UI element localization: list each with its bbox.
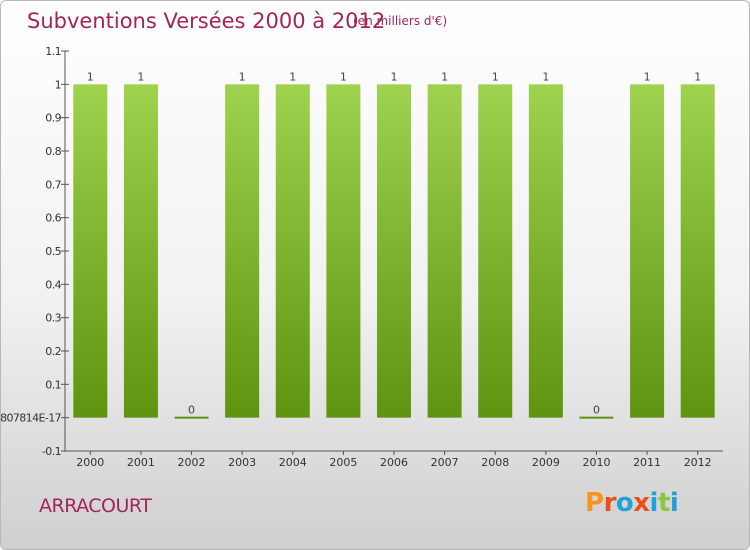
y-tick-label: 0.2 bbox=[45, 345, 61, 358]
proxiti-logo: Proxiti bbox=[585, 488, 679, 518]
x-tick-label: 2012 bbox=[684, 456, 712, 469]
commune-name: ARRACOURT bbox=[39, 495, 152, 517]
logo-letter: o bbox=[615, 488, 634, 518]
chart-title: Subventions Versées 2000 à 2012 bbox=[27, 9, 386, 33]
data-label: 0 bbox=[188, 404, 195, 417]
data-label: 1 bbox=[87, 70, 94, 83]
data-label: 1 bbox=[340, 70, 347, 83]
x-tick-label: 2001 bbox=[127, 456, 155, 469]
data-label: 1 bbox=[492, 70, 499, 83]
logo-letter: t bbox=[657, 488, 670, 518]
x-tick-label: 2002 bbox=[178, 456, 206, 469]
x-tick-label: 2005 bbox=[329, 456, 357, 469]
y-tick-label: 0.8 bbox=[45, 145, 61, 158]
x-tick-label: 2011 bbox=[633, 456, 661, 469]
logo-letter: i bbox=[649, 488, 659, 518]
y-tick-label: 0.9 bbox=[45, 112, 61, 125]
y-tick-label: -1.3877787807814E-17 bbox=[1, 412, 62, 425]
x-tick-label: 2003 bbox=[228, 456, 256, 469]
bar bbox=[225, 84, 260, 418]
x-tick-label: 2007 bbox=[431, 456, 459, 469]
y-tick-label: 0.5 bbox=[45, 245, 61, 258]
data-label: 1 bbox=[391, 70, 398, 83]
y-tick-label: 0.7 bbox=[45, 178, 61, 191]
bar bbox=[680, 84, 715, 418]
data-label: 1 bbox=[694, 70, 701, 83]
y-tick-label: 1.1 bbox=[45, 45, 61, 58]
bar bbox=[630, 84, 665, 418]
x-tick-label: 2006 bbox=[380, 456, 408, 469]
data-label: 1 bbox=[644, 70, 651, 83]
y-tick-label: 0.3 bbox=[45, 312, 61, 325]
data-label: 1 bbox=[289, 70, 296, 83]
bar bbox=[528, 84, 563, 418]
data-label: 1 bbox=[137, 70, 144, 83]
x-tick-label: 2009 bbox=[532, 456, 560, 469]
x-tick-label: 2008 bbox=[481, 456, 509, 469]
y-tick-label: -0.1 bbox=[42, 445, 61, 458]
y-tick-label: 1 bbox=[55, 78, 61, 91]
bar bbox=[579, 416, 614, 419]
bar bbox=[123, 84, 158, 418]
x-tick-label: 2010 bbox=[582, 456, 610, 469]
y-tick-label: 0.6 bbox=[45, 212, 61, 225]
bar bbox=[326, 84, 361, 418]
logo-letter: i bbox=[669, 488, 679, 518]
x-tick-label: 2000 bbox=[76, 456, 104, 469]
bar bbox=[73, 84, 108, 418]
x-tick-label: 2004 bbox=[279, 456, 307, 469]
bar bbox=[377, 84, 411, 418]
bar bbox=[478, 84, 513, 418]
data-label: 1 bbox=[542, 70, 549, 83]
logo-letter: r bbox=[603, 488, 617, 518]
data-label: 0 bbox=[593, 404, 600, 417]
bar bbox=[174, 416, 209, 419]
y-tick-label: 0.4 bbox=[45, 278, 61, 291]
chart-unit: (en milliers d'€) bbox=[353, 14, 448, 28]
logo-letter: x bbox=[633, 488, 650, 518]
bar bbox=[427, 84, 462, 418]
y-tick-label: 0.1 bbox=[45, 378, 61, 391]
bar bbox=[275, 84, 310, 418]
data-label: 1 bbox=[239, 70, 246, 83]
logo-letter: P bbox=[585, 488, 604, 518]
data-label: 1 bbox=[441, 70, 448, 83]
